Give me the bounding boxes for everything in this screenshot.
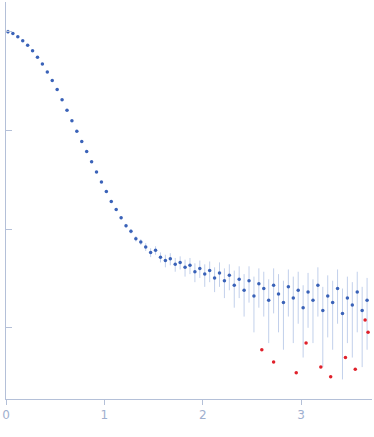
svg-text:3: 3 [297,408,305,422]
svg-text:0: 0 [2,408,10,422]
svg-text:2: 2 [199,408,207,422]
svg-text:1: 1 [101,408,109,422]
